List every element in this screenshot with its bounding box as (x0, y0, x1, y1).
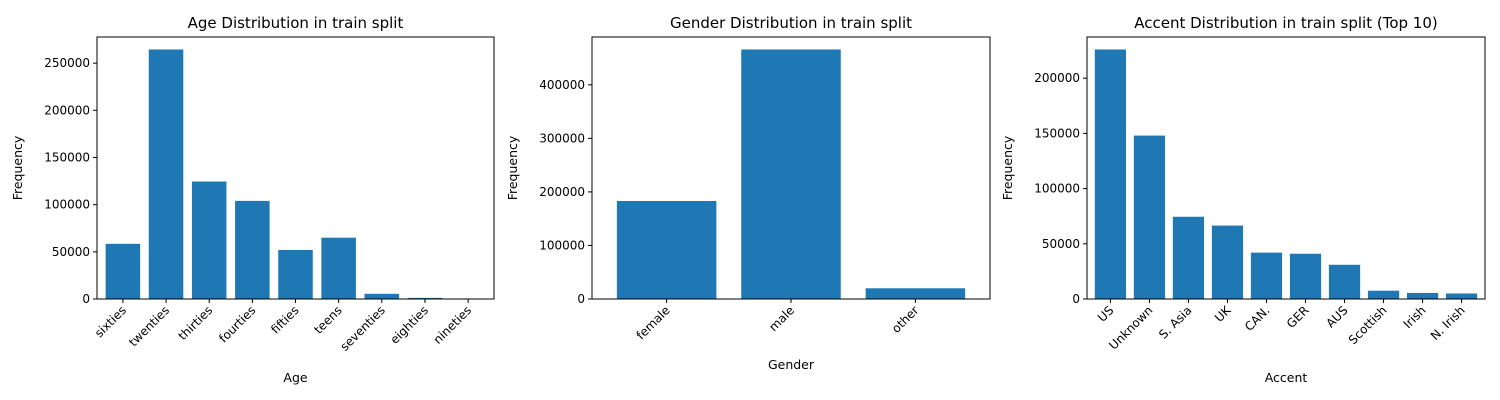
y-tick-label: 100000 (1034, 182, 1080, 196)
chart-title: Gender Distribution in train split (670, 14, 912, 32)
bar-other (865, 288, 966, 299)
bar-female (616, 201, 717, 299)
y-axis-label: Frequency (505, 135, 520, 200)
bar-can- (1250, 252, 1283, 299)
chart-title: Age Distribution in train split (188, 14, 404, 32)
y-tick-label: 150000 (44, 150, 90, 164)
bar-irish (1406, 292, 1439, 299)
y-tick-label: 300000 (539, 131, 585, 145)
chart-1: 050000100000150000200000250000sixtiestwe… (10, 14, 495, 385)
bar-ger (1289, 253, 1322, 299)
y-tick-label: 50000 (1042, 237, 1080, 251)
x-axis-label: Age (283, 370, 307, 385)
bar-twenties (148, 49, 184, 300)
y-axis-label: Frequency (1000, 135, 1015, 200)
bar-aus (1328, 264, 1361, 299)
x-axis-label: Accent (1265, 370, 1308, 385)
bar-fourties (235, 200, 270, 299)
axes-frame (1086, 36, 1486, 300)
bar-thirties (191, 181, 227, 299)
y-tick-label: 200000 (539, 185, 585, 199)
y-tick-label: 250000 (44, 56, 90, 70)
bar-scottish (1367, 290, 1400, 299)
bar-male (741, 49, 841, 300)
bar-s-asia (1172, 216, 1205, 299)
y-tick-label: 50000 (52, 245, 90, 259)
y-tick-label: 150000 (1034, 126, 1080, 140)
bar-seventies (364, 293, 400, 299)
y-tick-label: 0 (82, 292, 90, 306)
bar-us (1094, 49, 1127, 300)
y-tick-label: 0 (1072, 292, 1080, 306)
y-tick-label: 0 (577, 292, 585, 306)
chart-title: Accent Distribution in train split (Top … (1134, 14, 1437, 32)
y-tick-label: 200000 (1034, 71, 1080, 85)
y-tick-label: 100000 (44, 198, 90, 212)
bar-teens (321, 237, 356, 299)
bar-eighties (407, 297, 443, 299)
y-tick-label: 400000 (539, 78, 585, 92)
bar-n-irish (1445, 293, 1478, 299)
x-axis-label: Gender (768, 357, 815, 372)
y-tick-label: 100000 (539, 238, 585, 252)
bar-uk (1211, 225, 1244, 299)
bar-fifties (278, 249, 313, 299)
bar-sixties (105, 243, 141, 299)
y-tick-label: 200000 (44, 103, 90, 117)
y-axis-label: Frequency (10, 135, 25, 200)
bar-unknown (1133, 135, 1166, 299)
